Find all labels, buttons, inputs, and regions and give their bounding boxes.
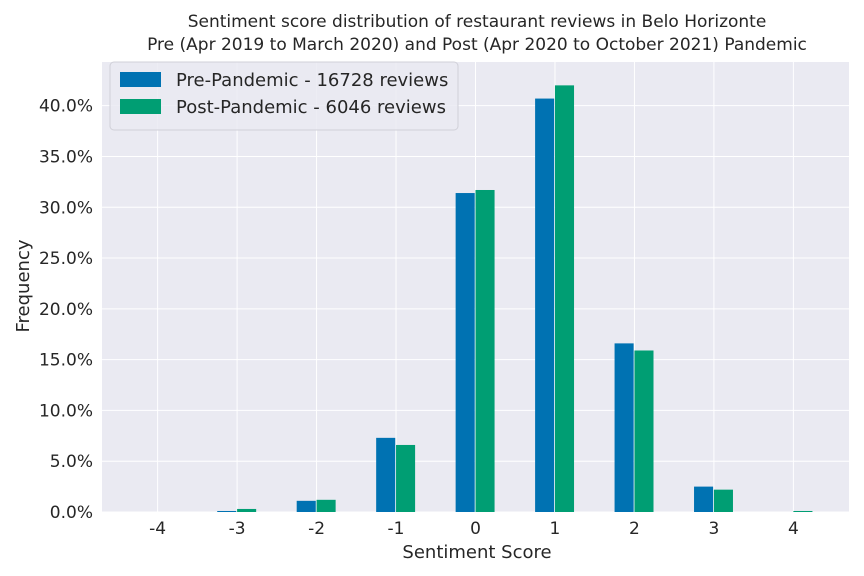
legend: Pre-Pandemic - 16728 reviews Post-Pandemi… <box>109 61 459 131</box>
bar-pre--3 <box>217 510 237 512</box>
bar-post-4 <box>793 510 813 512</box>
bar-pre-2 <box>614 343 634 512</box>
bar-post--3 <box>237 508 257 512</box>
x-tick-label: -3 <box>229 519 246 539</box>
chart-title: Sentiment score distribution of restaura… <box>188 12 767 32</box>
bar-pre-1 <box>535 98 555 512</box>
legend-swatch <box>120 72 161 87</box>
y-tick-label: 30.0% <box>39 198 93 218</box>
x-tick-label: 4 <box>788 519 799 539</box>
y-tick-label: 25.0% <box>39 249 93 269</box>
chart-subtitle: Pre (Apr 2019 to March 2020) and Post (A… <box>147 35 807 55</box>
y-tick-label: 10.0% <box>39 401 93 421</box>
legend-swatch <box>120 99 161 114</box>
x-tick-label: 0 <box>470 519 481 539</box>
x-tick-label: 1 <box>550 519 561 539</box>
y-tick-label: 15.0% <box>39 351 93 371</box>
y-tick-label: 20.0% <box>39 300 93 320</box>
bar-post-2 <box>634 350 654 512</box>
bar-pre-3 <box>694 486 714 512</box>
y-axis-label: Frequency <box>13 239 34 332</box>
y-tick-label: 5.0% <box>50 452 93 472</box>
legend-label: Pre-Pandemic - 16728 reviews <box>176 70 448 91</box>
x-tick-label: -1 <box>388 519 405 539</box>
bar-post-0 <box>475 189 495 512</box>
bar-pre-0 <box>455 193 475 512</box>
x-axis-label: Sentiment Score <box>402 542 551 563</box>
x-tick-labels: -4 -3 -2 -1 0 1 2 3 4 <box>149 519 799 539</box>
x-tick-label: 2 <box>629 519 640 539</box>
x-tick-label: -2 <box>308 519 325 539</box>
bar-post-1 <box>554 85 575 512</box>
legend-box <box>109 61 459 131</box>
legend-label: Post-Pandemic - 6046 reviews <box>176 97 446 118</box>
y-tick-label: 0.0% <box>50 503 93 523</box>
x-tick-label: -4 <box>149 519 166 539</box>
bar-post-3 <box>713 489 733 512</box>
bar-post--1 <box>396 444 416 512</box>
y-tick-labels: 0.0% 5.0% 10.0% 15.0% 20.0% 25.0% 30.0% 35.0% 40… <box>39 97 93 523</box>
x-tick-label: 3 <box>708 519 719 539</box>
bars <box>217 85 813 512</box>
bar-pre--1 <box>376 437 396 512</box>
bar-pre--2 <box>296 500 316 512</box>
y-tick-label: 40.0% <box>39 97 93 117</box>
y-tick-label: 35.0% <box>39 147 93 167</box>
bar-post--2 <box>316 499 336 512</box>
